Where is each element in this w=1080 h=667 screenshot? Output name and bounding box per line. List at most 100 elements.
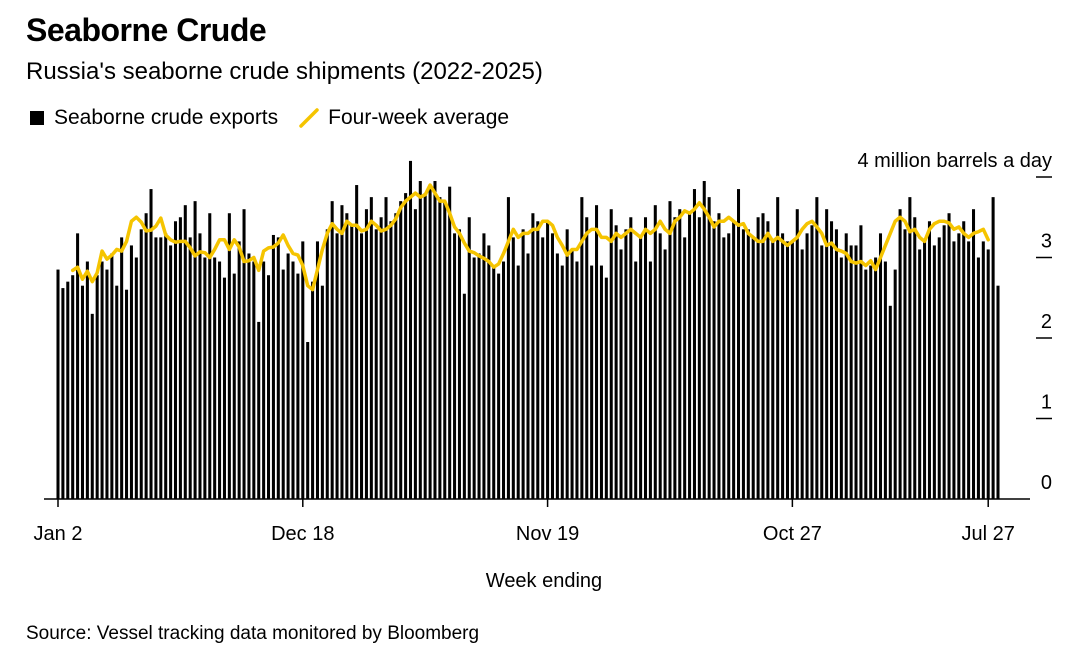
bar [511,237,515,500]
bar [320,285,324,499]
bar [639,237,643,500]
y-tick-label: 4 million barrels a day [857,150,1052,172]
bar [335,233,339,499]
bar [399,201,403,499]
x-tick-label: Jul 27 [962,523,1015,545]
bar [707,197,711,500]
bar [688,213,692,500]
bar [80,285,84,499]
bar [643,217,648,499]
bar [761,213,765,500]
bar [115,285,119,499]
bar [281,269,285,499]
source-note: Source: Vessel tracking data monitored b… [26,623,480,644]
bar [560,265,564,499]
x-tick-label: Jan 2 [34,523,83,545]
bar [497,273,501,499]
bar [159,237,163,500]
bar [242,209,246,499]
bar [771,241,775,499]
bar [609,209,613,499]
bar [810,225,814,500]
bar [443,201,447,499]
bar [301,241,305,499]
bar [923,241,927,499]
bar [247,253,251,499]
bar [776,197,780,500]
bar [428,189,432,499]
bar [727,233,731,499]
bar [173,221,178,499]
bar [360,233,364,499]
bar [619,249,623,499]
bar [482,233,486,499]
bar [61,288,65,499]
bar [462,293,466,499]
bar [893,269,897,499]
bar [350,225,354,500]
chart-subtitle: Russia's seaborne crude shipments (2022-… [26,58,543,85]
bar [697,217,701,499]
bar [433,181,437,499]
y-tick-label: 0 [1041,472,1052,494]
bar [737,189,741,499]
bar [125,289,129,499]
bar [457,229,461,499]
bar [864,269,868,499]
bar [976,257,980,499]
bar [580,197,584,500]
bar [746,229,750,499]
bar [271,234,275,499]
bar [854,245,858,499]
bar [957,233,961,499]
bar [526,253,530,499]
bar [105,269,109,499]
bar [996,285,1000,499]
bar [585,217,589,499]
bar [962,221,966,499]
bar [291,261,295,499]
bar [95,275,99,499]
bar [355,185,359,500]
bar [521,229,525,499]
bar [100,261,104,499]
bar [624,229,628,499]
bar [859,225,863,500]
bar [472,257,476,499]
bar [374,229,378,499]
bar [183,205,187,499]
bar [629,217,633,499]
bar [839,257,843,499]
y-tick-label: 3 [1041,231,1052,253]
bar [599,265,603,499]
bar [668,201,672,499]
bar [766,221,770,499]
bar [908,197,912,500]
x-tick-label: Oct 27 [763,523,822,545]
bar [531,213,535,500]
bar [653,205,657,499]
bar [712,221,716,499]
bar [800,249,804,499]
bar [237,241,241,499]
bar [918,249,922,499]
bar [203,257,207,499]
bar [673,217,677,499]
bar [379,217,383,499]
bar [120,237,124,500]
bar [90,313,94,499]
bar [213,257,217,499]
bar [232,273,236,499]
y-tick-label: 1 [1041,392,1052,414]
x-axis-title: Week ending [486,570,602,592]
bar [663,249,667,499]
bar [193,201,197,499]
bar [506,197,510,500]
bar [110,253,114,499]
bar [815,197,819,500]
bar [820,245,824,499]
legend-label-average: Four-week average [328,106,510,129]
bar [717,213,721,500]
bar [218,261,222,499]
